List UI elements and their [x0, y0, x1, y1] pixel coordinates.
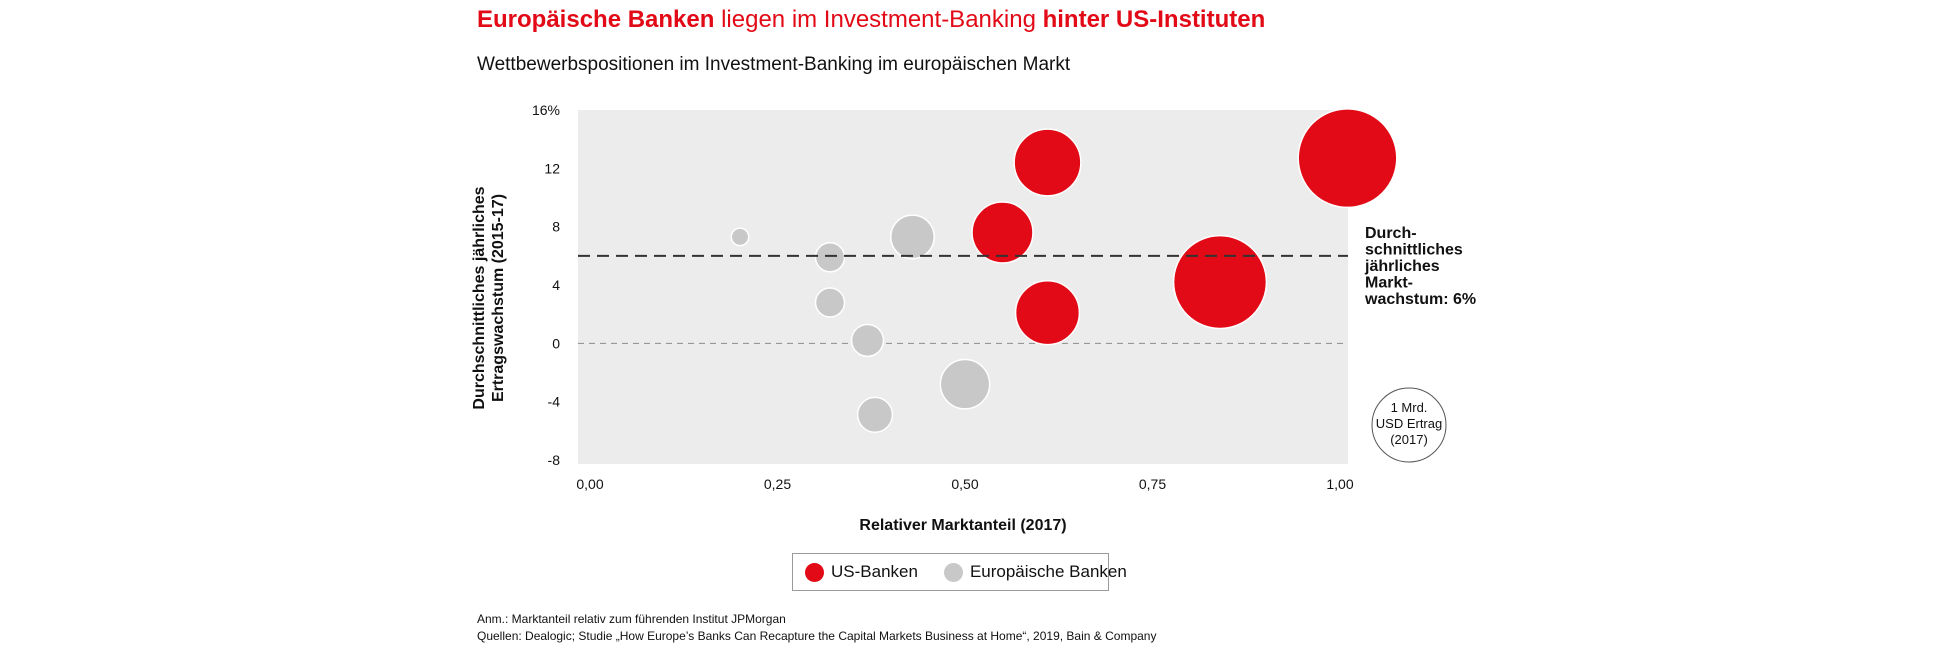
title-part3: hinter US-Instituten [1042, 6, 1266, 33]
y-axis-label: Durchschnittliches jährliches Ertragswach… [471, 186, 507, 409]
us-bank-bubble [1172, 234, 1268, 330]
y-tick-label: -8 [548, 452, 561, 468]
size-legend-circle [1371, 387, 1447, 463]
note-remark: Anm.: Marktanteil relativ zum führenden … [477, 612, 786, 626]
legend-dot-us [805, 562, 824, 582]
legend-dot-eu [943, 562, 963, 582]
eu-bank-bubble [939, 358, 991, 410]
eu-bank-bubble [730, 227, 750, 247]
x-tick-label: 0,75 [1139, 476, 1166, 492]
chart-subtitle: Wettbewerbspositionen im Investment-Bank… [477, 54, 1071, 75]
x-tick-label: 0,00 [576, 476, 603, 492]
legend-item-us: US-Banken [805, 562, 918, 582]
eu-bank-bubble [814, 287, 846, 318]
y-tick-label: 12 [544, 160, 560, 176]
y-tick-label: 0 [552, 335, 560, 351]
title-part2: liegen im Investment-Banking [714, 6, 1043, 33]
y-tick-label: 4 [552, 277, 560, 293]
us-bank-bubble [1297, 108, 1398, 209]
chart-title: Europäische Banken liegen im Investment-… [477, 6, 1265, 34]
size-legend-label: 1 Mrd. USD Ertrag (2017) [1376, 400, 1442, 447]
us-bank-bubble [1014, 280, 1081, 346]
title-part1: Europäische Banken [477, 6, 715, 33]
chart-legend: US-Banken Europäische Banken [792, 553, 1127, 591]
legend-item-eu: Europäische Banken [943, 562, 1127, 582]
legend-label-eu: Europäische Banken [969, 562, 1127, 581]
x-tick-label: 0,50 [951, 476, 978, 492]
eu-bank-bubble [856, 396, 894, 433]
us-bank-bubble [971, 201, 1034, 264]
x-tick-label: 1,00 [1326, 476, 1353, 492]
x-axis-label: Relativer Marktanteil (2017) [859, 517, 1066, 534]
reference-line-label: Durch-schnittliches jährliches Markt-wachs… [1364, 225, 1476, 308]
y-tick-label: 16% [532, 102, 560, 118]
eu-bank-bubble [890, 214, 935, 260]
eu-bank-bubble [850, 323, 885, 358]
y-tick-label: -4 [548, 394, 561, 410]
us-bank-bubble [1013, 128, 1082, 197]
x-tick-label: 0,25 [764, 476, 791, 492]
note-sources: Quellen: Dealogic; Studie „How Europe’s … [477, 629, 1157, 643]
y-tick-label: 8 [552, 219, 560, 235]
eu-bank-bubble [814, 242, 846, 273]
legend-label-us: US-Banken [831, 562, 918, 581]
bubble-size-legend: 1 Mrd. USD Ertrag (2017) [1371, 387, 1447, 463]
bubble-chart: 16% 12 8 4 0 -4 -8 0,00 0,25 0,50 0,75 1,00 Durch-… [471, 102, 1476, 534]
